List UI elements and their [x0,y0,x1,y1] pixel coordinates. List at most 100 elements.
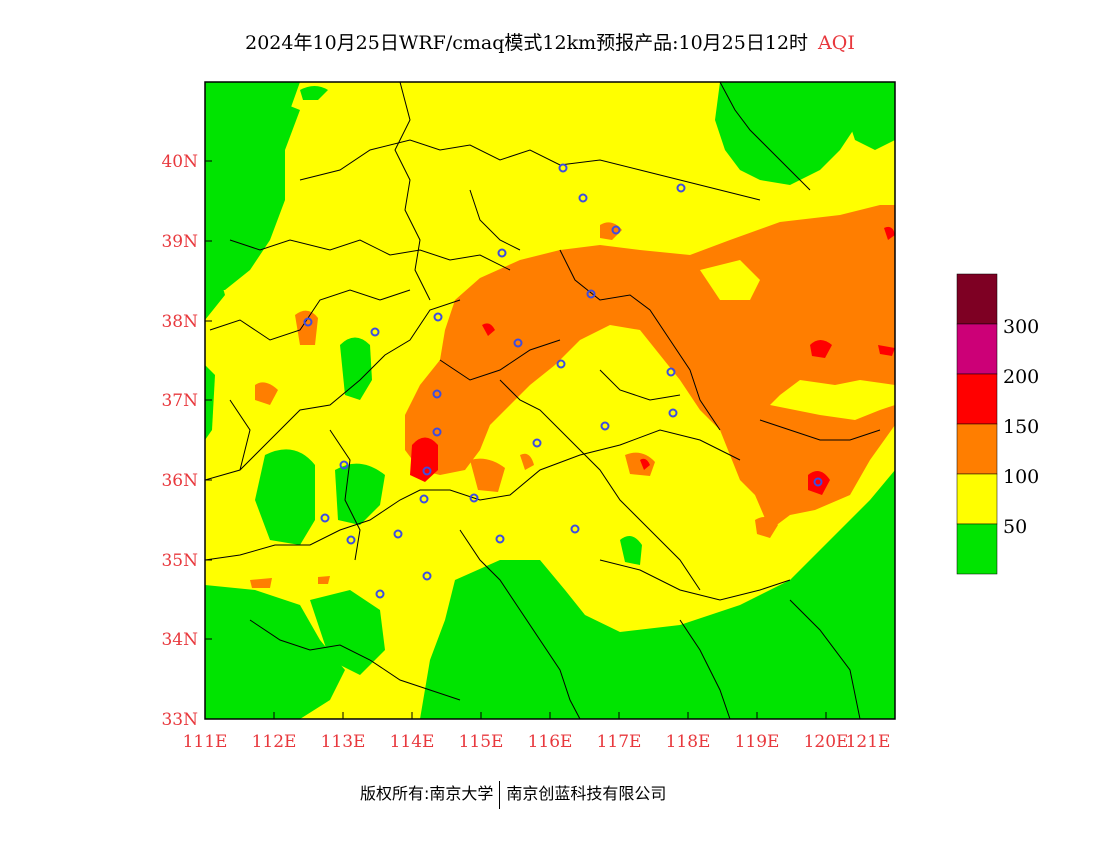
station-marker [432,427,442,437]
legend-label: 200 [1003,366,1039,388]
aqi-region-usg-small9 [318,576,330,584]
lon-tick-label: 115E [459,732,504,752]
station-marker [393,529,403,539]
aqi-region-good-ne2 [845,100,895,150]
legend-label: 300 [1003,316,1039,338]
admin-boundaries [205,82,881,719]
title-variable: AQI [818,32,855,54]
aqi-region-unhealthy-6 [878,345,895,356]
station-marker [469,493,479,503]
station-marker [432,389,442,399]
lat-tick-label: 34N [161,630,198,650]
aqi-region-usg-main [405,205,895,530]
lon-tick-label: 117E [597,732,642,752]
station-marker [497,248,507,258]
lon-tick-label: 111E [183,732,228,752]
station-marker [578,193,588,203]
aqi-region-unhealthy-3 [808,471,830,495]
aqi-region-good-central [340,337,372,400]
legend-label: 50 [1003,516,1027,538]
aqi-region-good-south [420,470,895,719]
station-marker [419,494,429,504]
station-marker [556,359,566,369]
aqi-region-good-west3 [205,365,215,440]
legend-label: 150 [1003,416,1039,438]
lon-tick-label: 121E [846,732,891,752]
aqi-region-unhealthy-7 [640,458,650,470]
aqi-region-good-west2 [205,100,300,290]
lon-tick-label: 120E [804,732,849,752]
station-marker [339,460,349,470]
station-marker [668,408,678,418]
station-marker [813,477,823,487]
lat-tick-label: 36N [161,471,198,491]
lat-tick-label: 38N [161,312,198,332]
station-marker [495,534,505,544]
station-marker [433,312,443,322]
legend-swatch-usg [956,423,998,475]
station-marker [320,513,330,523]
station-marker [586,289,596,299]
lon-tick-label: 114E [390,732,435,752]
lon-tick-label: 119E [735,732,780,752]
lon-tick-label: 112E [252,732,297,752]
lat-tick-label: 40N [161,152,198,172]
aqi-region-usg-small5 [755,516,778,538]
legend-swatch-hazardous [956,273,998,325]
station-marker [513,338,523,348]
copyright-footer: 版权所有:南京大学 南京创蓝科技有限公司 [360,780,666,809]
station-marker [375,589,385,599]
station-marker [558,163,568,173]
copyright-text: 版权所有:南京大学 [360,784,494,803]
monitoring-stations [303,163,823,599]
latitude-labels: 33N 34N 35N 36N 37N 38N 39N 40N [161,152,198,730]
aqi-region-usg-ring [700,260,760,300]
title-main: 2024年10月25日WRF/cmaq模式12km预报产品:10月25日12时 [245,32,809,54]
aqi-region-unhealthy-5 [884,226,895,240]
lon-tick-label: 116E [528,732,573,752]
aqi-region-usg-small1 [255,382,278,405]
aqi-region-good-sw [205,585,345,719]
legend-label: 100 [1003,466,1039,488]
aqi-region-good-small2 [300,86,328,100]
aqi-region-usg-small2 [295,310,318,345]
company-text: 南京创蓝科技有限公司 [506,784,667,803]
lat-tick-label: 33N [161,710,198,730]
station-marker [570,524,580,534]
aqi-region-good-west4 [255,449,315,545]
lat-tick-label: 37N [161,391,198,411]
aqi-region-good-sw2 [310,590,385,675]
map-title: 2024年10月25日WRF/cmaq模式12km预报产品:10月25日12时 A… [0,28,1100,55]
station-marker [600,421,610,431]
aqi-region-good-small1 [620,536,642,565]
aqi-region-usg-small3 [470,458,505,492]
aqi-region-good-ne [715,82,895,185]
station-marker [611,225,621,235]
footer-divider [499,780,501,809]
legend-swatch-moderate [956,473,998,525]
station-marker [666,367,676,377]
station-marker [422,571,432,581]
station-marker [346,535,356,545]
aqi-field [205,82,895,719]
lat-tick-label: 35N [161,551,198,571]
legend-swatch-very-unhealthy [956,323,998,375]
aqi-region-usg-small8 [250,578,272,588]
aqi-region-usg-small6 [520,453,534,470]
aqi-region-unhealthy-4 [810,340,832,358]
axis-ticks [204,160,896,720]
station-marker [370,327,380,337]
station-marker [422,466,432,476]
legend-swatch-good [956,523,998,575]
station-marker [532,438,542,448]
lat-tick-label: 39N [161,232,198,252]
legend-swatch-unhealthy [956,373,998,425]
station-marker [303,317,313,327]
aqi-region-usg-small4 [625,452,655,476]
lon-tick-label: 118E [666,732,711,752]
longitude-labels: 111E 112E 113E 114E 115E 116E 117E 118E … [183,732,891,752]
aqi-region-unhealthy-2 [482,323,495,336]
aqi-legend: 300 200 150 100 50 [956,273,1039,575]
